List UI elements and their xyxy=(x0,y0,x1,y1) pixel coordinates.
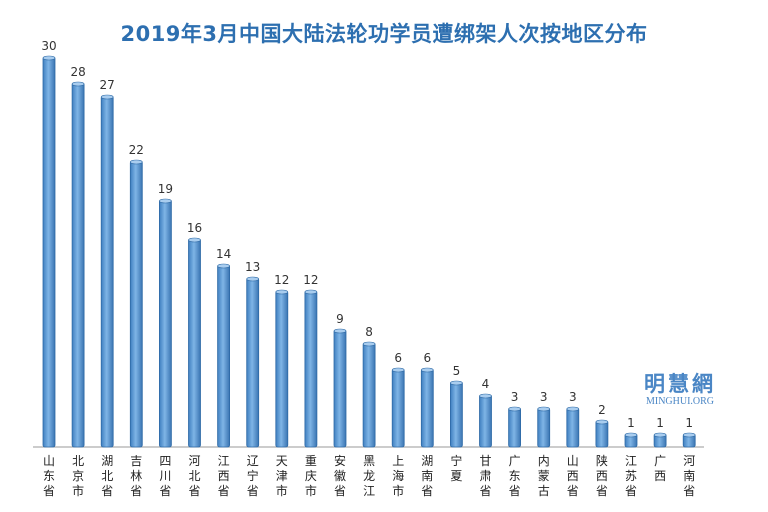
category-label-10: 安徽省 xyxy=(334,453,346,498)
category-label-5: 河北省 xyxy=(188,454,200,498)
data-label-6: 14 xyxy=(216,247,231,261)
bar-cap-12 xyxy=(391,367,405,373)
category-label-17: 内蒙古 xyxy=(538,454,550,498)
bar-16 xyxy=(508,407,522,448)
bar-cap-6 xyxy=(217,263,230,269)
logo-text-cn: 明慧網 xyxy=(644,371,716,396)
bar-18 xyxy=(566,407,580,448)
bar-cap-4 xyxy=(159,198,172,204)
category-label-3: 吉林省 xyxy=(130,454,142,498)
category-label-13: 湖南省 xyxy=(421,453,433,498)
data-label-20: 1 xyxy=(627,416,635,430)
category-label-18: 山西省 xyxy=(567,454,579,498)
data-label-15: 4 xyxy=(482,377,490,391)
category-label-21: 广西 xyxy=(654,454,666,483)
data-label-14: 5 xyxy=(453,364,461,378)
category-label-2: 湖北省 xyxy=(101,453,113,498)
bar-11 xyxy=(362,342,376,448)
bar-17 xyxy=(537,407,551,448)
bar-cap-0 xyxy=(42,55,56,61)
bar-cap-18 xyxy=(566,406,580,412)
category-label-16: 广东省 xyxy=(509,454,521,498)
data-label-1: 28 xyxy=(70,65,85,79)
data-label-2: 27 xyxy=(100,78,115,92)
data-label-7: 13 xyxy=(245,260,260,274)
data-label-9: 12 xyxy=(303,273,318,287)
data-label-19: 2 xyxy=(598,403,606,417)
data-label-0: 30 xyxy=(41,39,56,53)
bar-2 xyxy=(100,95,114,448)
bar-13 xyxy=(420,368,434,448)
bar-6 xyxy=(217,264,231,448)
data-label-21: 1 xyxy=(656,416,664,430)
bar-cap-3 xyxy=(130,159,143,165)
bar-cap-15 xyxy=(479,393,492,399)
bar-7 xyxy=(246,277,260,448)
bar-cap-16 xyxy=(508,406,521,412)
data-label-17: 3 xyxy=(540,390,548,404)
minghui-logo: 明慧網 MINGHUI.ORG xyxy=(625,368,735,407)
bar-cap-9 xyxy=(304,289,318,295)
category-label-22: 河南省 xyxy=(683,454,695,498)
data-label-13: 6 xyxy=(423,351,431,365)
data-label-18: 3 xyxy=(569,390,577,404)
bar-cap-14 xyxy=(450,380,463,386)
data-label-8: 12 xyxy=(274,273,289,287)
bar-19 xyxy=(595,420,609,448)
bar-cap-22 xyxy=(682,432,696,438)
bar-cap-13 xyxy=(420,367,434,373)
bar-cap-21 xyxy=(653,432,667,438)
data-label-10: 9 xyxy=(336,312,344,326)
bar-cap-8 xyxy=(275,289,289,295)
category-label-4: 四川省 xyxy=(159,454,171,498)
bar-12 xyxy=(391,368,405,448)
category-label-15: 甘肃省 xyxy=(479,454,491,498)
bar-cap-19 xyxy=(595,419,609,425)
bar-cap-17 xyxy=(537,406,551,412)
category-label-11: 黑龙江 xyxy=(363,454,375,498)
category-label-20: 江苏省 xyxy=(625,454,637,498)
bar-cap-20 xyxy=(624,432,638,438)
category-label-6: 江西省 xyxy=(218,454,230,498)
bar-3 xyxy=(129,160,143,448)
data-label-3: 22 xyxy=(129,143,144,157)
category-label-0: 山东省 xyxy=(43,454,55,498)
chart-title: 2019年3月中国大陆法轮功学员遭绑架人次按地区分布 xyxy=(120,22,648,46)
category-label-7: 辽宁省 xyxy=(247,454,259,498)
bar-15 xyxy=(479,394,492,448)
bar-9 xyxy=(304,290,318,448)
category-label-9: 重庆市 xyxy=(305,454,317,498)
category-label-8: 天津市 xyxy=(276,454,288,498)
category-label-19: 陕西省 xyxy=(596,453,608,498)
bar-10 xyxy=(333,329,347,448)
category-label-1: 北京市 xyxy=(72,454,84,498)
logo-text-en: MINGHUI.ORG xyxy=(645,396,715,407)
category-label-14: 宁夏 xyxy=(450,453,462,483)
data-label-11: 8 xyxy=(365,325,373,339)
category-label-12: 上海市 xyxy=(392,454,404,498)
bar-14 xyxy=(449,381,463,448)
data-label-5: 16 xyxy=(187,221,202,235)
data-label-4: 19 xyxy=(158,182,173,196)
bar-0 xyxy=(42,56,56,448)
bar-1 xyxy=(71,82,85,448)
data-label-12: 6 xyxy=(394,351,402,365)
bar-5 xyxy=(188,238,201,448)
bars-layer: 30山东省28北京市27湖北省22吉林省19四川省16河北省14江西省13辽宁省… xyxy=(41,39,696,498)
bar-cap-10 xyxy=(333,328,347,334)
bar-cap-2 xyxy=(100,94,114,100)
bar-cap-7 xyxy=(246,276,259,282)
bar-cap-5 xyxy=(188,237,201,243)
bar-cap-11 xyxy=(362,341,376,347)
bar-cap-1 xyxy=(71,81,85,87)
data-label-22: 1 xyxy=(685,416,693,430)
bar-4 xyxy=(158,199,172,448)
bar-8 xyxy=(275,290,289,448)
data-label-16: 3 xyxy=(511,390,519,404)
